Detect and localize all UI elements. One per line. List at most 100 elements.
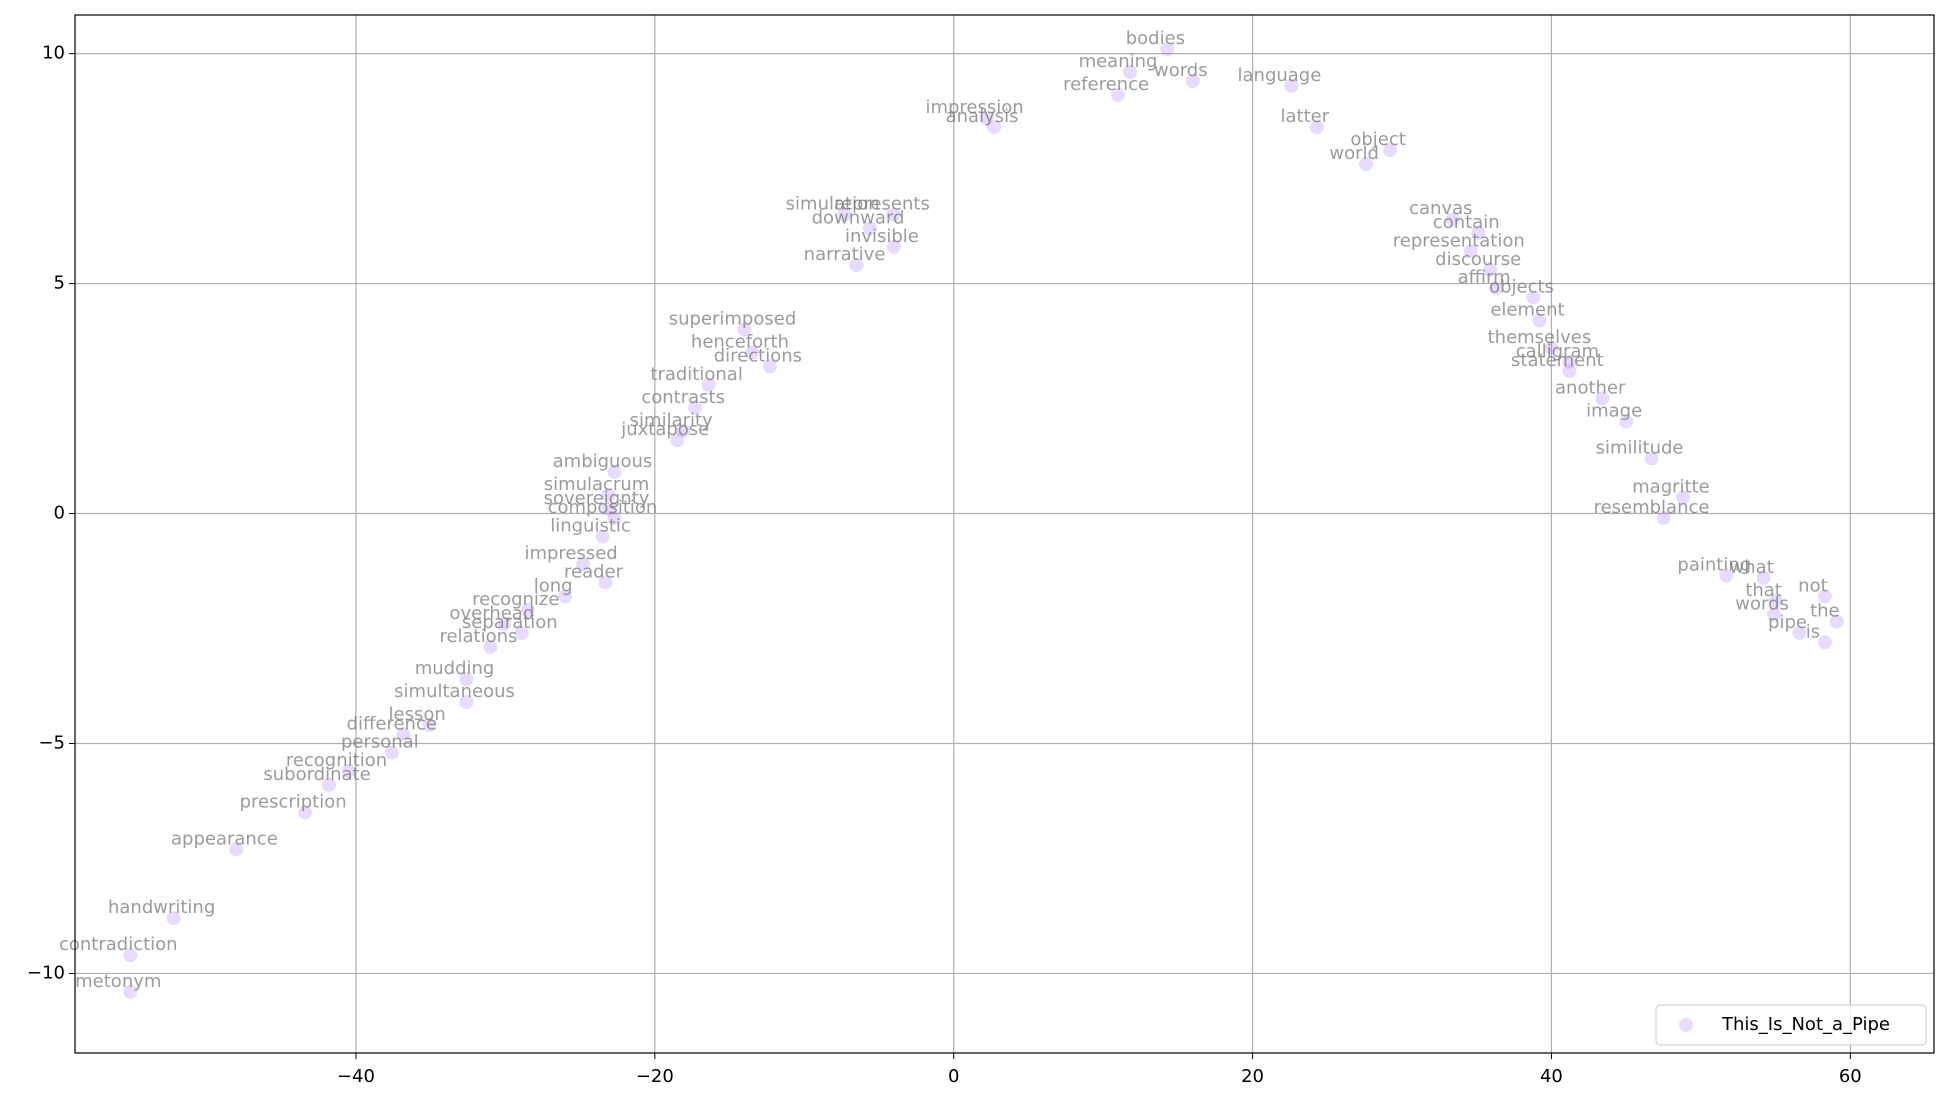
point (1675, 490, 1690, 505)
y-tick-label: 10 (42, 43, 65, 64)
point (229, 842, 244, 857)
point-label: appearance (171, 828, 278, 849)
x-tick-label: −20 (636, 1066, 674, 1087)
point (514, 626, 529, 641)
point (520, 603, 535, 618)
point (1526, 290, 1541, 305)
point (1532, 313, 1547, 328)
point (1719, 568, 1734, 583)
point (1489, 281, 1504, 296)
point-label: sovereignty (544, 488, 650, 509)
legend-box (1655, 1004, 1927, 1046)
point-label: analysis (946, 106, 1019, 127)
point-label: impressed (524, 543, 617, 564)
point-label: another (1555, 378, 1626, 399)
point (744, 345, 759, 360)
point-label: personal (341, 732, 419, 753)
point (459, 695, 474, 710)
y-tick-label: −5 (38, 732, 65, 753)
point-label: themselves (1488, 327, 1592, 348)
point (1792, 626, 1807, 641)
point-label: downward (812, 207, 905, 228)
point (483, 639, 498, 654)
point-label: relations (439, 626, 517, 647)
point-label: invisible (845, 226, 919, 247)
point-label: discourse (1435, 249, 1521, 270)
point-label: traditional (650, 364, 742, 385)
point (1817, 635, 1832, 650)
point (1756, 570, 1771, 585)
point (1656, 511, 1671, 526)
point-label: difference (347, 713, 437, 734)
point-label: subordinate (263, 764, 370, 785)
legend-marker (1679, 1018, 1693, 1032)
point (837, 207, 852, 222)
point-label: represents (834, 194, 930, 215)
point (863, 221, 878, 236)
point-label: simulation (786, 194, 880, 215)
point-label: contrasts (641, 387, 725, 408)
point (576, 557, 591, 572)
x-tick-label: 40 (1540, 1066, 1563, 1087)
point-label: simultaneous (394, 681, 515, 702)
point-label: henceforth (691, 332, 789, 353)
point (762, 359, 777, 374)
point-label: impression (925, 97, 1023, 118)
point-label: words (1154, 60, 1208, 81)
point-label: latter (1281, 106, 1330, 127)
point-label: similarity (630, 410, 713, 431)
point (1544, 340, 1559, 355)
point (886, 207, 901, 222)
point (849, 258, 864, 273)
point-label: calligram (1516, 341, 1599, 362)
point-label: contradiction (59, 934, 178, 955)
point-label: objects (1489, 276, 1554, 297)
point-label: handwriting (108, 897, 215, 918)
point-label: composition (548, 497, 658, 518)
point (1445, 212, 1460, 227)
point (601, 488, 616, 503)
point (607, 511, 622, 526)
point-label: what (1730, 557, 1774, 578)
point-label: prescription (240, 791, 347, 812)
point-label: contain (1433, 212, 1500, 233)
point-label: linguistic (550, 516, 631, 537)
point (595, 529, 610, 544)
point-label: directions (714, 345, 802, 366)
point-label: mudding (415, 658, 495, 679)
point-label: meaning (1079, 51, 1158, 72)
y-tick-label: −10 (27, 962, 65, 983)
point (123, 948, 138, 963)
point (1619, 414, 1634, 429)
point-label: simulacrum (544, 474, 650, 495)
x-tick-label: 0 (948, 1066, 959, 1087)
point-label: magritte (1632, 476, 1710, 497)
y-tick-label: 0 (54, 503, 65, 524)
point (886, 239, 901, 254)
point-label: object (1350, 129, 1405, 150)
point (1471, 225, 1486, 240)
point-label: element (1490, 299, 1564, 320)
point (1817, 589, 1832, 604)
point-label: narrative (804, 244, 886, 265)
x-tick-label: 60 (1839, 1066, 1862, 1087)
point (1463, 244, 1478, 259)
point-label: similitude (1596, 437, 1684, 458)
point (1562, 354, 1577, 369)
point (1829, 614, 1844, 629)
point-label: painting (1677, 555, 1751, 576)
point-label: reference (1063, 74, 1149, 95)
point-label: canvas (1409, 198, 1472, 219)
point-label: pipe (1768, 612, 1807, 633)
point (1383, 143, 1398, 158)
point (1644, 451, 1659, 466)
point (688, 400, 703, 415)
point (979, 111, 994, 126)
point-label: overhead (450, 603, 535, 624)
point-label: representation (1393, 230, 1525, 251)
point (1111, 88, 1126, 103)
point-label: not (1798, 575, 1827, 596)
point-label: lesson (389, 704, 446, 725)
point (384, 745, 399, 760)
